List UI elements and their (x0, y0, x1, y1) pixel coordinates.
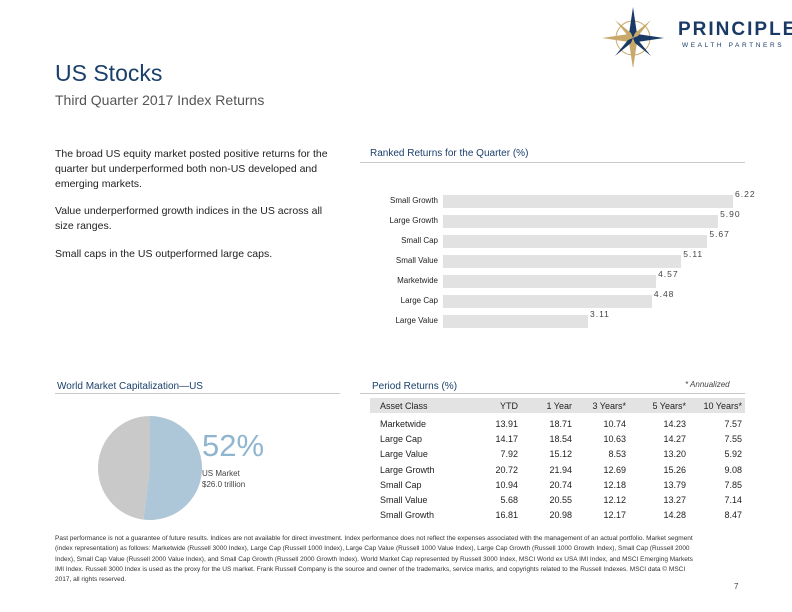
compass-logo-icon (602, 7, 664, 67)
world-cap-pie (97, 416, 202, 520)
table-cell: 5.68 (500, 495, 518, 505)
bar-value-label: 5.90 (720, 209, 741, 219)
period-divider (360, 393, 745, 394)
table-row-label: Small Value (380, 495, 428, 505)
table-column-header: 3 Years* (592, 401, 626, 411)
bar (443, 275, 657, 288)
table-row-label: Small Cap (380, 479, 422, 490)
table-cell: 7.57 (724, 419, 742, 429)
table-cell: 5.92 (724, 449, 742, 460)
bar-label: Large Cap (400, 296, 438, 305)
paragraph-2: Value underperformed growth indices in t… (55, 205, 323, 232)
us-share-caption: US Market $26.0 trillion (202, 468, 245, 490)
table-cell: 9.08 (724, 464, 742, 475)
table-header (370, 398, 745, 413)
table-cell: 7.14 (724, 495, 742, 505)
annualized-note: * Annualized (685, 380, 730, 389)
table-cell: 15.12 (549, 449, 572, 460)
us-market-value: $26.0 trillion (202, 480, 246, 489)
table-cell: 7.92 (500, 449, 518, 460)
table-cell: 8.47 (724, 510, 742, 521)
world-divider (55, 393, 340, 394)
table-cell: 12.12 (603, 495, 626, 505)
table-cell: 18.54 (549, 434, 572, 445)
table-cell: 21.94 (549, 464, 572, 475)
bar-label: Large Value (395, 316, 438, 325)
table-cell: 13.20 (663, 449, 686, 460)
table-column-header: 5 Years* (652, 401, 686, 411)
table-cell: 10.63 (603, 434, 626, 445)
pie-slice-us (143, 416, 202, 520)
table-column-header: 10 Years* (703, 401, 742, 411)
disclaimer: Past performance is not a guarantee of f… (55, 535, 693, 584)
bar-label: Marketwide (397, 276, 438, 285)
bar (443, 235, 708, 248)
ranked-returns-title: Ranked Returns for the Quarter (%) (370, 148, 529, 159)
bar-value-label: 5.67 (709, 229, 730, 239)
bar (443, 215, 719, 228)
table-cell: 12.69 (603, 464, 626, 475)
table-row-label: Large Growth (380, 464, 435, 475)
table-cell: 15.26 (663, 464, 686, 475)
table-cell: 12.18 (603, 479, 626, 490)
bar-label: Small Value (395, 256, 438, 265)
table-cell: 20.98 (549, 510, 572, 521)
page-title: US Stocks (55, 60, 163, 86)
bar-label: Large Growth (389, 216, 438, 225)
page-number: 7 (734, 582, 739, 591)
us-market-label: US Market (202, 469, 240, 478)
table-cell: 14.27 (663, 434, 686, 445)
bar-label: Small Growth (389, 196, 438, 205)
table-cell: 7.85 (724, 479, 742, 490)
paragraph-1: The broad US equity market posted positi… (55, 148, 328, 190)
bar-value-label: 6.22 (735, 189, 756, 199)
page-subtitle: Third Quarter 2017 Index Returns (55, 92, 265, 108)
table-column-header: YTD (500, 401, 518, 411)
table-cell: 13.91 (495, 419, 518, 429)
bar-value-label: 3.11 (590, 309, 610, 319)
ranked-divider (360, 162, 745, 163)
bar-label: Small Cap (401, 236, 438, 245)
table-cell: 20.72 (495, 464, 518, 475)
bar (443, 255, 682, 268)
table-cell: 20.74 (549, 479, 572, 490)
table-column-header: Asset Class (380, 401, 428, 411)
brand-name: PRINCIPLE (678, 19, 792, 40)
bar-value-label: 5.11 (683, 249, 704, 259)
table-row-label: Small Growth (380, 510, 435, 521)
table-cell: 7.55 (724, 434, 742, 445)
table-cell: 13.27 (663, 495, 686, 505)
pie-slice-rest (97, 416, 150, 520)
bar (443, 195, 733, 208)
paragraph-3: Small caps in the US outperformed large … (55, 248, 273, 260)
us-share-percent: 52% (202, 428, 265, 463)
table-cell: 14.23 (663, 419, 686, 429)
brand-tagline: WEALTH PARTNERS (682, 42, 785, 49)
table-column-header: 1 Year (546, 401, 572, 411)
bar (443, 315, 588, 328)
bar-value-label: 4.57 (658, 269, 679, 279)
table-row-label: Marketwide (380, 419, 427, 429)
table-cell: 8.53 (608, 449, 626, 460)
world-cap-title: World Market Capitalization—US (57, 381, 203, 392)
table-cell: 10.94 (495, 479, 518, 490)
table-row-label: Large Cap (380, 434, 423, 445)
bar (443, 295, 652, 308)
table-cell: 10.74 (603, 419, 626, 429)
table-cell: 14.28 (663, 510, 686, 521)
table-cell: 14.17 (495, 434, 518, 445)
table-cell: 12.17 (603, 510, 626, 521)
bar-value-label: 4.48 (653, 289, 675, 299)
period-returns-title: Period Returns (%) (372, 381, 458, 392)
table-cell: 20.55 (549, 495, 572, 505)
table-cell: 18.71 (549, 419, 572, 429)
table-cell: 16.81 (495, 510, 518, 521)
table-cell: 13.79 (663, 479, 686, 490)
table-row-label: Large Value (380, 449, 428, 460)
